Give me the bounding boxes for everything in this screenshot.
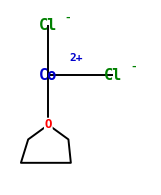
Text: Cl: Cl xyxy=(104,68,122,82)
Text: O: O xyxy=(45,118,52,131)
Text: Co: Co xyxy=(39,68,57,82)
Text: -: - xyxy=(130,62,137,72)
Text: Cl: Cl xyxy=(39,18,57,33)
Text: 2+: 2+ xyxy=(69,52,83,63)
Text: -: - xyxy=(64,12,71,23)
